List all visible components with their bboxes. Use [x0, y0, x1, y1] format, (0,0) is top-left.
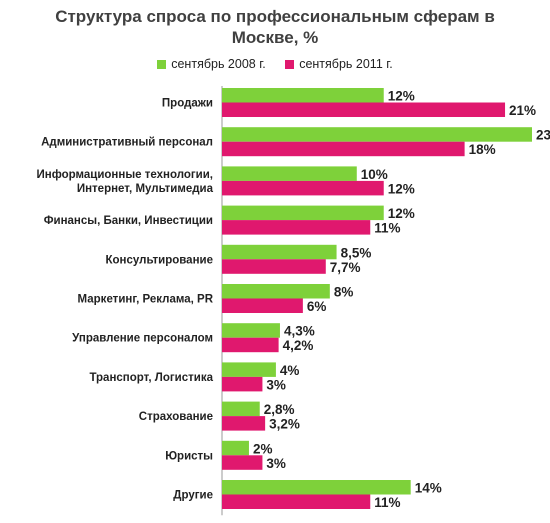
- data-label: 18%: [469, 142, 496, 157]
- category-label: Продажи: [162, 98, 213, 110]
- bar-2008: [222, 244, 337, 260]
- data-label: 4,3%: [284, 324, 315, 339]
- bar-2008: [222, 480, 411, 495]
- bar-2011: [222, 455, 263, 470]
- category-label: Административный персонал: [41, 137, 213, 149]
- legend-item-2008: сентябрь 2008 г.: [157, 57, 266, 71]
- bar-2011: [222, 180, 384, 196]
- bar-2011: [222, 259, 326, 274]
- legend-item-2011: сентябрь 2011 г.: [285, 57, 393, 71]
- data-label: 2,8%: [264, 402, 295, 417]
- data-label: 10%: [361, 167, 388, 182]
- bar-2011: [222, 141, 465, 157]
- bar-2008: [222, 323, 280, 338]
- bar-2011: [222, 102, 506, 117]
- bar-2011: [222, 494, 371, 509]
- category-label: Маркетинг, Реклама, PR: [78, 294, 214, 306]
- bar-2008: [222, 166, 357, 181]
- bar-2011: [222, 298, 303, 313]
- data-label: 12%: [388, 181, 415, 196]
- chart-title-line-2: Москве, %: [231, 28, 319, 47]
- data-label: 8%: [334, 285, 354, 300]
- data-label: 11%: [374, 495, 400, 510]
- data-label: 8,5%: [341, 245, 372, 260]
- bar-2008: [222, 127, 532, 142]
- data-label: 12%: [388, 89, 415, 104]
- bar-2011: [222, 337, 279, 353]
- bar-2011: [222, 416, 266, 431]
- data-label: 3,2%: [269, 417, 300, 432]
- category-label: Транспорт, Логистика: [89, 372, 213, 384]
- chart-legend: сентябрь 2008 г. сентябрь 2011 г.: [0, 57, 550, 72]
- data-label: 21%: [509, 103, 536, 118]
- category-label: Юристы: [165, 450, 213, 462]
- bar-2008: [222, 88, 384, 103]
- category-label: Управление персоналом: [72, 333, 213, 345]
- category-label: Информационные технологии, Интернет, Муль…: [37, 169, 214, 195]
- data-label: 7,7%: [330, 260, 361, 275]
- category-label: Финансы, Банки, Инвестиции: [44, 215, 213, 227]
- data-label: 4%: [280, 363, 300, 378]
- bar-2008: [222, 362, 276, 377]
- chart-title-line-1: Структура спроса по профессиональным сфе…: [55, 7, 495, 26]
- bar-2011: [222, 376, 263, 392]
- data-label: 11%: [374, 221, 400, 236]
- data-label: 2%: [253, 441, 273, 456]
- data-label: 3%: [266, 456, 286, 471]
- category-label: Страхование: [139, 411, 213, 423]
- legend-label-2011: сентябрь 2011 г.: [299, 57, 393, 71]
- legend-swatch-2008: [157, 59, 167, 69]
- bar-2011: [222, 220, 371, 235]
- bar-2008: [222, 440, 249, 456]
- chart-title: Структура спроса по профессиональным сфе…: [0, 6, 550, 48]
- legend-swatch-2011: [285, 59, 295, 69]
- category-label: Другие: [173, 490, 213, 502]
- data-label: 4,2%: [283, 338, 314, 353]
- data-label: 6%: [307, 299, 327, 314]
- legend-label-2008: сентябрь 2008 г.: [171, 57, 266, 71]
- data-label: 14%: [415, 481, 442, 496]
- bar-2008: [222, 284, 330, 299]
- category-label: Консультирование: [106, 254, 213, 266]
- data-label: 12%: [388, 206, 415, 221]
- data-label: 3%: [266, 377, 286, 392]
- bar-2008: [222, 401, 260, 417]
- data-label: 23%: [536, 128, 550, 143]
- bar-2008: [222, 205, 384, 221]
